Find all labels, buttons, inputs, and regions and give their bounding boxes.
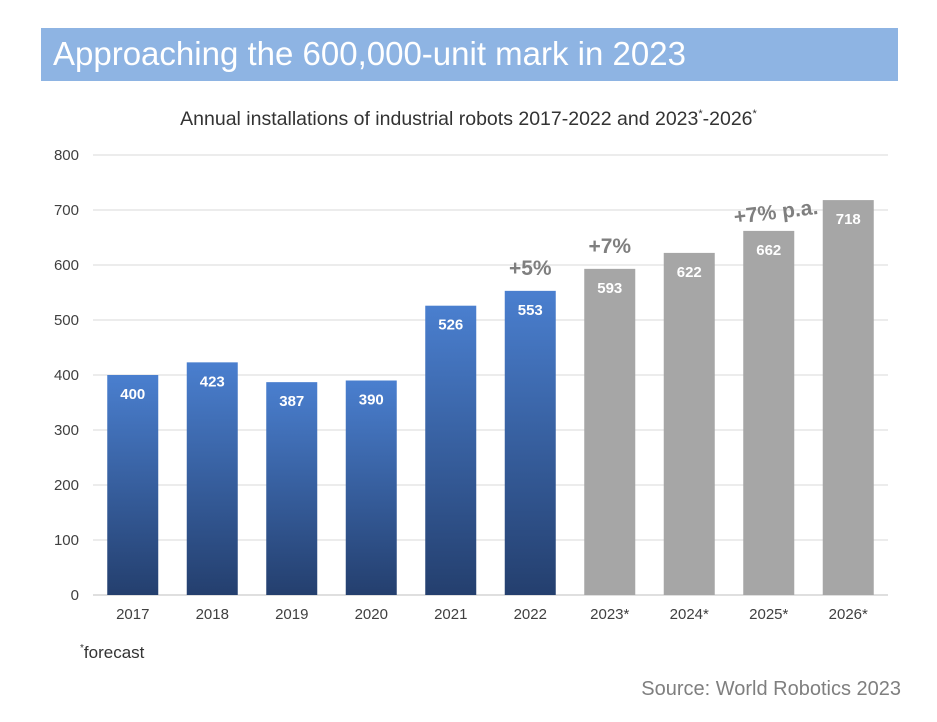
bar-2023	[584, 268, 636, 595]
source-note: Source: World Robotics 2023	[641, 678, 901, 700]
bar-2024	[663, 252, 715, 595]
subtitle-main: Annual installations of industrial robot…	[180, 108, 699, 130]
y-tick-label: 700	[54, 202, 79, 219]
y-tick-label: 100	[54, 532, 79, 549]
bar-2025	[743, 230, 795, 595]
chart-subtitle: Annual installations of industrial robot…	[0, 108, 937, 131]
data-label: 622	[677, 264, 702, 281]
data-label: 390	[359, 392, 384, 409]
page-title: Approaching the 600,000-unit mark in 202…	[53, 35, 686, 72]
title-banner: Approaching the 600,000-unit mark in 202…	[41, 28, 898, 81]
y-axis-ticks: 0 100 200 300 400 500 600 700 800	[54, 147, 79, 604]
subtitle-sup-2: *	[752, 108, 757, 120]
y-tick-label: 200	[54, 477, 79, 494]
x-tick-label: 2022	[514, 606, 547, 623]
x-tick-label: 2020	[355, 606, 388, 623]
forecast-footnote: *forecast	[80, 643, 144, 663]
x-axis-ticks: 2017 2018 2019 2020 2021 2022 2023* 2024* 2025* 2…	[116, 606, 868, 623]
bars	[107, 200, 874, 595]
footnote-marker: *	[80, 643, 84, 654]
subtitle-mid: -2026	[702, 108, 753, 130]
data-label: 387	[279, 393, 304, 410]
footnote-text: forecast	[83, 643, 145, 662]
y-tick-label: 500	[54, 312, 79, 329]
bar-2020	[345, 380, 397, 595]
x-tick-label: 2018	[196, 606, 229, 623]
bar-2018	[186, 362, 238, 595]
bar-2022	[504, 290, 556, 595]
subtitle-sup-1: *	[698, 108, 703, 120]
bar-2019	[266, 382, 318, 595]
data-label: 553	[518, 302, 543, 319]
x-tick-label: 2017	[116, 606, 149, 623]
x-tick-label: 2026*	[829, 606, 868, 623]
data-label: 718	[836, 211, 861, 228]
bar-2026	[822, 200, 874, 595]
data-label: 423	[200, 373, 225, 390]
data-label: 593	[597, 280, 622, 297]
x-tick-label: 2024*	[670, 606, 709, 623]
x-tick-label: 2019	[275, 606, 308, 623]
y-tick-label: 0	[71, 587, 79, 604]
data-label: 400	[120, 386, 145, 403]
data-label: 662	[756, 242, 781, 259]
bar-2017	[107, 375, 159, 595]
data-labels: 400 423 387 390 526 553 593 622 662 718	[120, 211, 861, 410]
growth-annotation: +7%	[588, 235, 631, 258]
growth-annotation: +7% p.a.	[733, 196, 820, 229]
growth-annotation: +5%	[509, 257, 552, 280]
x-tick-label: 2023*	[590, 606, 629, 623]
x-tick-label: 2025*	[749, 606, 788, 623]
y-tick-label: 400	[54, 367, 79, 384]
y-tick-label: 800	[54, 147, 79, 164]
data-label: 526	[438, 317, 463, 334]
bar-2021	[425, 305, 477, 595]
y-tick-label: 600	[54, 257, 79, 274]
x-tick-label: 2021	[434, 606, 467, 623]
y-tick-label: 300	[54, 422, 79, 439]
